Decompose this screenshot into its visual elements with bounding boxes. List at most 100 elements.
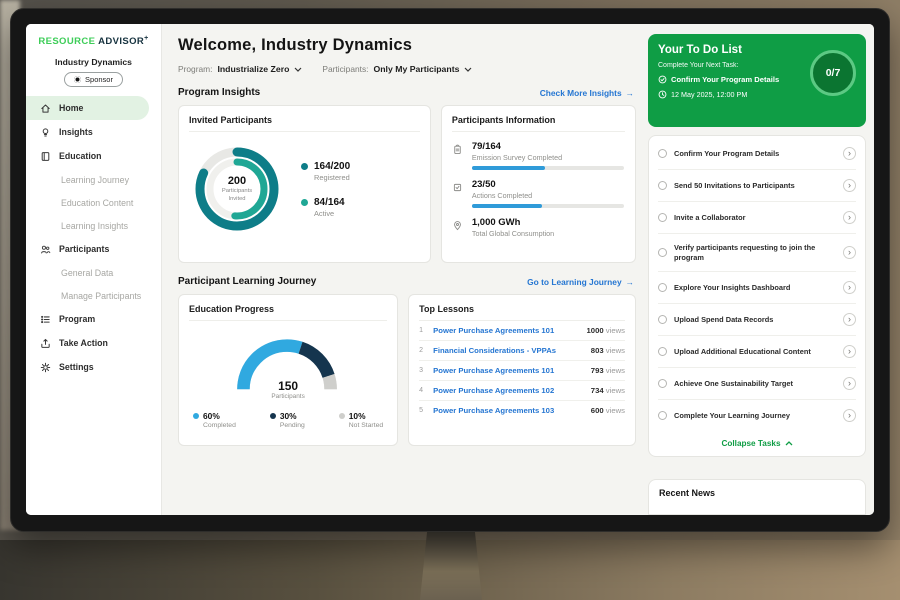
task-checkbox[interactable]	[658, 411, 667, 421]
people-icon	[40, 244, 52, 255]
todo-task-row[interactable]: Upload Additional Educational Content ›	[658, 336, 856, 369]
task-checkbox[interactable]	[658, 248, 667, 258]
lesson-row: 2 Financial Considerations - VPPAs 803 v…	[419, 341, 625, 361]
chevron-right-icon[interactable]: ›	[843, 409, 856, 423]
education-progress-card: Education Progress 150 Participants	[178, 294, 399, 446]
check-more-insights-link[interactable]: Check More Insights →	[539, 87, 634, 98]
todo-progress-badge: 0/7	[810, 50, 856, 96]
sidebar-item-learning-journey[interactable]: Learning Journey	[61, 174, 129, 185]
list-icon	[40, 314, 52, 325]
top-lessons-list: 1 Power Purchase Agreements 101 1000 vie…	[419, 321, 625, 420]
todo-task-row[interactable]: Explore Your Insights Dashboard ›	[658, 272, 856, 305]
task-label: Verify participants requesting to join t…	[674, 243, 816, 262]
filter-bar: Program: Industrialize Zero Participants…	[178, 64, 636, 74]
lesson-row: 3 Power Purchase Agreements 101 793 view…	[419, 361, 625, 381]
sidebar-item-settings[interactable]: Settings	[26, 355, 161, 379]
insights-cards-row: Invited Participants 200	[178, 105, 636, 263]
lesson-link[interactable]: Power Purchase Agreements 101	[433, 326, 555, 335]
legend-dot-not-started	[338, 413, 345, 419]
todo-task-row[interactable]: Send 50 Invitations to Participants ›	[658, 170, 856, 202]
todo-task-row[interactable]: Upload Spend Data Records ›	[658, 304, 856, 337]
monitor-stand	[420, 528, 482, 600]
sidebar-item-learning-insights[interactable]: Learning Insights	[61, 220, 128, 231]
lesson-link[interactable]: Power Purchase Agreements 101	[433, 366, 555, 375]
task-checkbox[interactable]	[658, 347, 667, 357]
task-checkbox[interactable]	[658, 283, 667, 293]
legend-item-active: 84/164 Active	[301, 197, 350, 218]
todo-summary-card: Your To Do List Complete Your Next Task:…	[648, 34, 866, 127]
chevron-right-icon[interactable]: ›	[843, 147, 856, 160]
sidebar-item-insights[interactable]: Insights	[26, 120, 161, 144]
chevron-right-icon[interactable]: ›	[843, 313, 856, 327]
chevron-right-icon[interactable]: ›	[843, 211, 856, 224]
chevron-right-icon[interactable]: ›	[843, 345, 856, 359]
go-to-learning-journey-link[interactable]: Go to Learning Journey →	[527, 276, 634, 287]
task-label: Explore Your Insights Dashboard	[674, 282, 791, 292]
logo-plus: +	[144, 35, 149, 42]
task-checkbox[interactable]	[658, 379, 667, 389]
todo-task-row[interactable]: Achieve One Sustainability Target ›	[658, 368, 856, 401]
recent-news-title: Recent News	[659, 488, 716, 498]
donut-center-value: 200	[227, 175, 247, 188]
sidebar-item-participants[interactable]: Participants	[26, 237, 161, 261]
app-logo: RESOURCE ADVISOR+	[26, 35, 161, 47]
task-label: Send 50 Invitations to Participants	[674, 180, 795, 190]
sidebar-item-manage-participants[interactable]: Manage Participants	[61, 290, 142, 301]
logo-secondary: ADVISOR	[98, 36, 145, 48]
todo-tasks-card: Confirm Your Program Details › Send 50 I…	[648, 135, 866, 458]
invited-participants-card: Invited Participants 200	[178, 105, 431, 263]
sidebar-item-label: Program	[59, 314, 96, 325]
sidebar-item-label: Insights	[59, 127, 93, 138]
org-name: Industry Dynamics	[55, 57, 132, 68]
program-dropdown[interactable]: Program: Industrialize Zero	[178, 64, 302, 74]
sidebar-item-program[interactable]: Program	[26, 307, 161, 331]
todo-task-row[interactable]: Invite a Collaborator ›	[658, 202, 856, 234]
legend-item-completed: 60% Completed	[193, 411, 236, 429]
task-checkbox[interactable]	[658, 213, 667, 222]
stat-actions-completed: 23/50 Actions Completed	[452, 179, 625, 208]
sidebar-item-take-action[interactable]: Take Action	[26, 331, 161, 355]
chevron-right-icon[interactable]: ›	[843, 179, 856, 192]
chevron-right-icon[interactable]: ›	[843, 377, 856, 391]
sponsor-icon	[74, 76, 82, 84]
program-filter-label: Program:	[178, 64, 213, 74]
sidebar-item-education-content[interactable]: Education Content	[61, 197, 134, 208]
collapse-tasks-link[interactable]: Collapse Tasks	[658, 431, 856, 451]
lesson-link[interactable]: Financial Considerations - VPPAs	[433, 346, 557, 355]
sponsor-badge-label: Sponsor	[85, 75, 113, 85]
education-gauge-chart: 150 Participants	[230, 334, 346, 400]
clipboard-icon	[452, 141, 464, 171]
lesson-link[interactable]: Power Purchase Agreements 102	[433, 386, 555, 395]
legend-dot-completed	[193, 413, 199, 419]
chevron-right-icon[interactable]: ›	[843, 246, 856, 260]
task-label: Confirm Your Program Details	[674, 148, 780, 158]
lesson-views: 803 views	[590, 346, 625, 355]
learning-cards-row: Education Progress 150 Participants	[178, 294, 636, 446]
task-checkbox[interactable]	[658, 181, 667, 190]
todo-task-row[interactable]: Complete Your Learning Journey ›	[658, 400, 856, 431]
lesson-rank: 1	[419, 327, 424, 334]
todo-next-task: Confirm Your Program Details	[658, 75, 788, 84]
top-lessons-card: Top Lessons 1 Power Purchase Agreements …	[408, 294, 636, 446]
participants-filter-value: Only My Participants	[373, 64, 460, 74]
task-checkbox[interactable]	[658, 149, 667, 158]
todo-task-row[interactable]: Verify participants requesting to join t…	[658, 234, 856, 273]
sidebar-item-education[interactable]: Education	[26, 144, 161, 168]
chevron-up-icon	[785, 441, 792, 446]
sidebar-item-label: Take Action	[59, 338, 108, 349]
program-insights-header: Program Insights Check More Insights →	[178, 87, 636, 98]
right-column: Your To Do List Complete Your Next Task:…	[648, 34, 866, 515]
card-title: Top Lessons	[419, 304, 625, 321]
participants-dropdown[interactable]: Participants: Only My Participants	[322, 64, 472, 74]
task-label: Upload Additional Educational Content	[674, 346, 811, 356]
lesson-link[interactable]: Power Purchase Agreements 103	[433, 406, 555, 415]
sidebar-item-label: Home	[59, 103, 84, 114]
sidebar-item-general-data[interactable]: General Data	[61, 267, 114, 278]
sidebar-item-home[interactable]: Home	[26, 96, 149, 121]
todo-task-row[interactable]: Confirm Your Program Details ›	[658, 138, 856, 170]
page-title: Welcome, Industry Dynamics	[178, 36, 413, 54]
dashboard-screen: RESOURCE ADVISOR+ Industry Dynamics Spon…	[26, 24, 874, 515]
task-label: Upload Spend Data Records	[674, 314, 774, 324]
task-checkbox[interactable]	[658, 315, 667, 325]
chevron-right-icon[interactable]: ›	[843, 281, 856, 295]
